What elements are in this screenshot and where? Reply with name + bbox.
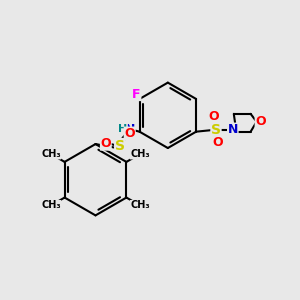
Text: S: S	[115, 139, 125, 152]
Text: CH₃: CH₃	[130, 200, 150, 211]
Text: F: F	[132, 88, 141, 100]
Text: O: O	[124, 127, 135, 140]
Text: H: H	[118, 124, 127, 134]
Text: CH₃: CH₃	[41, 149, 61, 159]
Text: N: N	[228, 123, 238, 136]
Text: O: O	[209, 110, 219, 123]
Text: CH₃: CH₃	[41, 200, 61, 211]
Text: CH₃: CH₃	[130, 149, 150, 159]
Text: O: O	[255, 115, 266, 128]
Text: O: O	[100, 137, 111, 150]
Text: N: N	[124, 123, 135, 136]
Text: S: S	[211, 123, 221, 137]
Text: O: O	[213, 136, 223, 149]
